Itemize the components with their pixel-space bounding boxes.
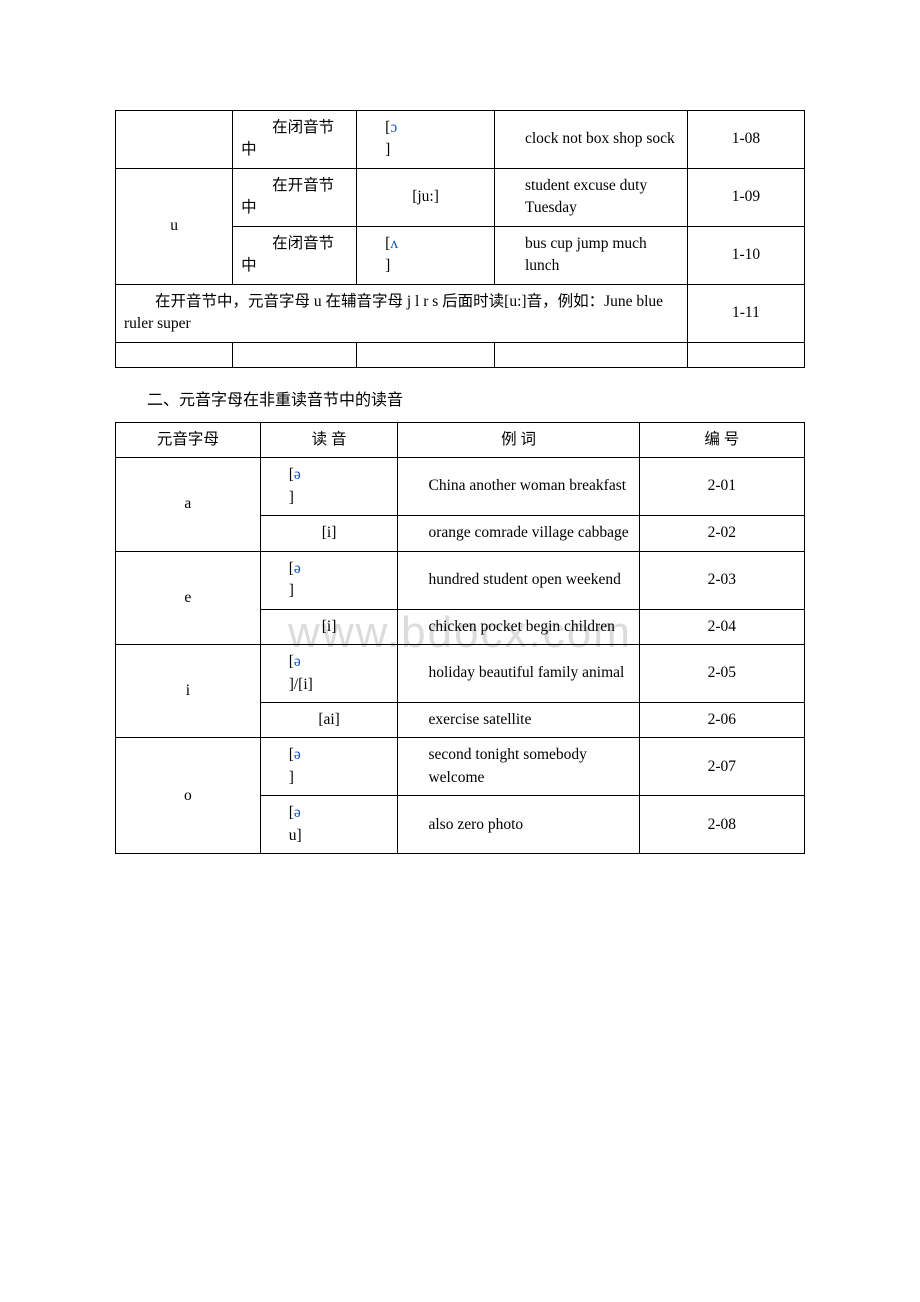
header-words: 例 词	[398, 422, 639, 457]
cell-letter: o	[116, 738, 261, 854]
cell-number: 1-10	[687, 226, 804, 284]
phonetic-symbol: ʌ	[390, 235, 398, 252]
cell-letter	[116, 111, 233, 169]
cell-note: 在开音节中，元音字母 u 在辅音字母 j l r s 后面时读[u:]音，例如：…	[116, 284, 688, 342]
cell-letter: i	[116, 645, 261, 738]
cell-letter: u	[116, 168, 233, 284]
cell-sound: [ju:]	[357, 168, 495, 226]
cell-letter: e	[116, 551, 261, 644]
cell-number: 2-08	[639, 796, 804, 854]
cell-sound: [ə]	[260, 458, 398, 516]
header-number: 编 号	[639, 422, 804, 457]
section-heading: 二、元音字母在非重读音节中的读音	[115, 386, 805, 410]
cell-condition: 在开音节中	[233, 168, 357, 226]
cell-words: student excuse duty Tuesday	[494, 168, 687, 226]
cell-words: orange comrade village cabbage	[398, 516, 639, 551]
cell-words: also zero photo	[398, 796, 639, 854]
header-sound: 读 音	[260, 422, 398, 457]
cell-number: 1-11	[687, 284, 804, 342]
phonetic-symbol: ə	[294, 746, 301, 763]
cell-number: 1-09	[687, 168, 804, 226]
cell-number: 1-08	[687, 111, 804, 169]
cell-condition: 在闭音节中	[233, 111, 357, 169]
phonetic-symbol: [ai]	[318, 711, 340, 728]
phonetic-symbol: ə	[294, 653, 301, 670]
table-header-row: 元音字母 读 音 例 词 编 号	[116, 422, 805, 457]
cell-number: 2-03	[639, 551, 804, 609]
cell-letter: a	[116, 458, 261, 551]
cell-words: holiday beautiful family animal	[398, 645, 639, 703]
table-vowel-unstressed: 元音字母 读 音 例 词 编 号 a [ə] China another wom…	[115, 422, 805, 855]
cell-sound: [ai]	[260, 702, 398, 737]
phonetic-symbol: ə	[294, 466, 301, 483]
cell-words: exercise satellite	[398, 702, 639, 737]
cell-sound: [ə]	[260, 738, 398, 796]
phonetic-symbol: [ju:]	[412, 188, 439, 205]
phonetic-symbol: ə	[294, 804, 301, 821]
cell-words: clock not box shop sock	[494, 111, 687, 169]
phonetic-symbol: [i]	[322, 618, 337, 635]
cell-number: 2-06	[639, 702, 804, 737]
table-row-note: 在开音节中，元音字母 u 在辅音字母 j l r s 后面时读[u:]音，例如：…	[116, 284, 805, 342]
cell-condition: 在闭音节中	[233, 226, 357, 284]
cell-words: chicken pocket begin children	[398, 609, 639, 644]
cell-words: bus cup jump much lunch	[494, 226, 687, 284]
cell-number: 2-02	[639, 516, 804, 551]
table-row-empty	[116, 342, 805, 367]
cell-sound: [ə]	[260, 551, 398, 609]
table-vowel-stressed: 在闭音节中 [ɔ] clock not box shop sock 1-08 u…	[115, 110, 805, 368]
cell-number: 2-04	[639, 609, 804, 644]
table-row: a [ə] China another woman breakfast 2-01	[116, 458, 805, 516]
cell-number: 2-07	[639, 738, 804, 796]
cell-sound: [ə]/[i]	[260, 645, 398, 703]
phonetic-symbol: ə	[294, 560, 301, 577]
table-row: i [ə]/[i] holiday beautiful family anima…	[116, 645, 805, 703]
cell-number: 2-05	[639, 645, 804, 703]
table-row: 在闭音节中 [ɔ] clock not box shop sock 1-08	[116, 111, 805, 169]
table-row: e [ə] hundred student open weekend 2-03	[116, 551, 805, 609]
cell-sound: [i]	[260, 609, 398, 644]
cell-number: 2-01	[639, 458, 804, 516]
phonetic-symbol: ɔ	[390, 119, 397, 136]
cell-sound: [əu]	[260, 796, 398, 854]
cell-sound: [ɔ]	[357, 111, 495, 169]
table-row: u 在开音节中 [ju:] student excuse duty Tuesda…	[116, 168, 805, 226]
cell-sound: [ʌ]	[357, 226, 495, 284]
cell-words: China another woman breakfast	[398, 458, 639, 516]
cell-words: second tonight somebody welcome	[398, 738, 639, 796]
phonetic-symbol: [i]	[322, 524, 337, 541]
table-row: o [ə] second tonight somebody welcome 2-…	[116, 738, 805, 796]
cell-sound: [i]	[260, 516, 398, 551]
cell-words: hundred student open weekend	[398, 551, 639, 609]
header-letter: 元音字母	[116, 422, 261, 457]
